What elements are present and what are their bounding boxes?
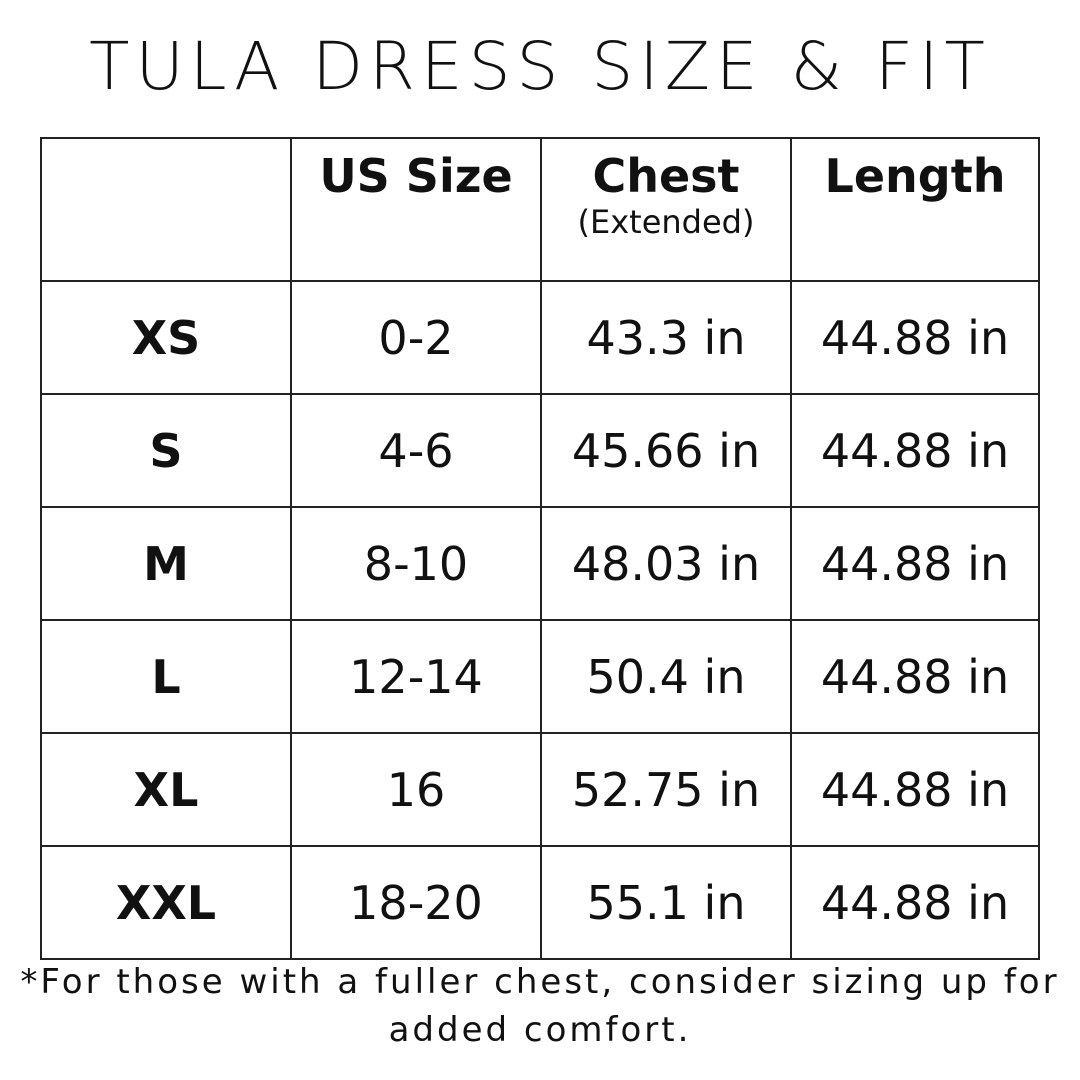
cell-us: 16	[290, 732, 542, 847]
cell-size: XXL	[40, 845, 292, 960]
table-row: XS 0-2 43.3 in 44.88 in	[40, 280, 1040, 395]
cell-size: XS	[40, 280, 292, 395]
header-length: Length	[790, 137, 1040, 282]
table-row: S 4-6 45.66 in 44.88 in	[40, 393, 1040, 508]
cell-us: 0-2	[290, 280, 542, 395]
table-row: L 12-14 50.4 in 44.88 in	[40, 619, 1040, 734]
header-chest-label: Chest	[592, 149, 740, 203]
cell-chest: 43.3 in	[540, 280, 792, 395]
table-row: XXL 18-20 55.1 in 44.88 in	[40, 845, 1040, 960]
cell-length: 44.88 in	[790, 506, 1040, 621]
cell-us: 18-20	[290, 845, 542, 960]
cell-size: S	[40, 393, 292, 508]
cell-us: 4-6	[290, 393, 542, 508]
cell-length: 44.88 in	[790, 280, 1040, 395]
table-row: M 8-10 48.03 in 44.88 in	[40, 506, 1040, 621]
cell-chest: 45.66 in	[540, 393, 792, 508]
header-us-size: US Size	[290, 137, 542, 282]
cell-chest: 48.03 in	[540, 506, 792, 621]
header-row: US Size Chest (Extended) Length	[40, 137, 1040, 282]
table-row: XL 16 52.75 in 44.88 in	[40, 732, 1040, 847]
cell-us: 12-14	[290, 619, 542, 734]
cell-length: 44.88 in	[790, 845, 1040, 960]
cell-size: M	[40, 506, 292, 621]
size-table: US Size Chest (Extended) Length XS 0-2 43.3…	[40, 137, 1040, 960]
cell-us: 8-10	[290, 506, 542, 621]
header-chest-sub: (Extended)	[577, 203, 755, 241]
page-title: TULA DRESS SIZE & FIT	[89, 28, 991, 105]
cell-size: L	[40, 619, 292, 734]
cell-chest: 50.4 in	[540, 619, 792, 734]
cell-length: 44.88 in	[790, 619, 1040, 734]
header-chest: Chest (Extended)	[540, 137, 792, 282]
cell-chest: 55.1 in	[540, 845, 792, 960]
footnote: *For those with a fuller chest, consider…	[20, 962, 1060, 1050]
cell-chest: 52.75 in	[540, 732, 792, 847]
cell-size: XL	[40, 732, 292, 847]
cell-length: 44.88 in	[790, 732, 1040, 847]
header-blank	[40, 137, 292, 282]
cell-length: 44.88 in	[790, 393, 1040, 508]
